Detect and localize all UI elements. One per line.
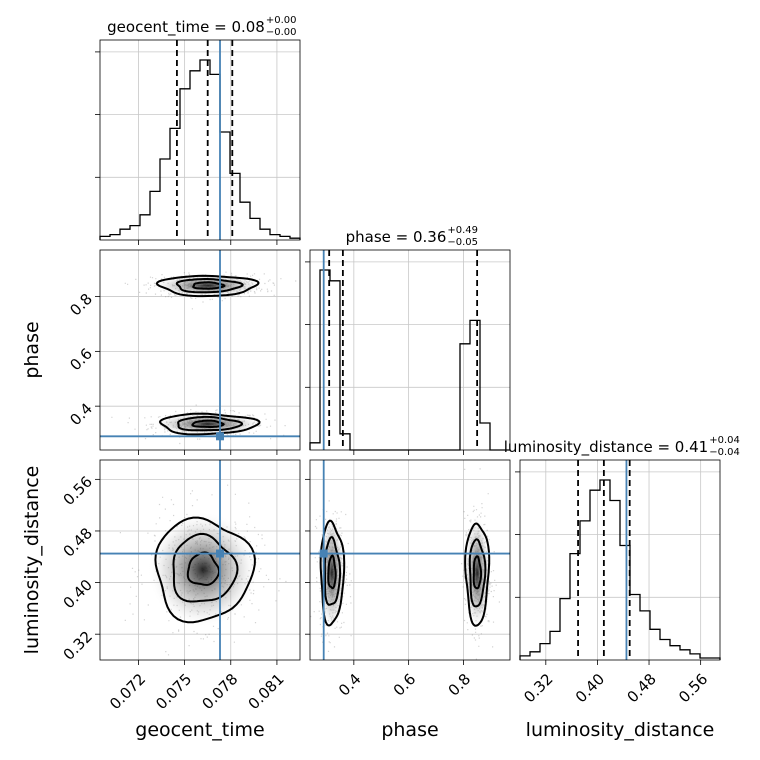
y-axis-label-phase: phase — [21, 321, 43, 378]
corner-plot: 0.072 0.075 0.078 0.081 0.4 0.6 0.8 0.32 0.40 0.4… — [0, 0, 760, 760]
panel-title-minus-luminosity_distance: −0.04 — [709, 447, 740, 458]
histogram-luminosity_distance — [520, 480, 720, 660]
xtick-label-geocent_time-0: 0.072 — [106, 670, 149, 713]
xtick-label-luminosity_distance-3: 0.56 — [675, 670, 711, 706]
panel-title-text-geocent_time: geocent_time = 0.08 — [107, 18, 265, 37]
x-axis-label-phase: phase — [381, 719, 438, 741]
panel-title-plus-luminosity_distance: +0.04 — [709, 435, 740, 446]
histogram-geocent_time — [100, 60, 300, 240]
truth-marker-phase-luminosity_distance — [320, 550, 328, 558]
xtick-label-geocent_time-3: 0.081 — [245, 670, 288, 713]
ytick-label-luminosity_distance-0: 0.32 — [60, 627, 96, 663]
xtick-label-geocent_time-1: 0.075 — [152, 670, 195, 713]
ytick-label-phase-2: 0.8 — [66, 290, 96, 320]
xtick-label-geocent_time-2: 0.078 — [198, 670, 241, 713]
xtick-label-luminosity_distance-2: 0.48 — [623, 670, 659, 706]
xtick-label-luminosity_distance-1: 0.40 — [572, 670, 608, 706]
panel-title-luminosity_distance: luminosity_distance = 0.41 +0.04−0.04 — [504, 435, 740, 458]
xtick-label-phase-1: 0.6 — [390, 670, 420, 700]
density-fill-geocent_time-phase-1 — [152, 274, 263, 297]
histogram-phase — [310, 270, 510, 450]
ytick-label-phase-0: 0.4 — [66, 399, 96, 429]
ytick-label-luminosity_distance-1: 0.40 — [60, 576, 96, 612]
x-axis-label-luminosity_distance: luminosity_distance — [526, 719, 715, 741]
ytick-label-phase-1: 0.6 — [66, 345, 96, 375]
panel-title-text-luminosity_distance: luminosity_distance = 0.41 — [504, 438, 708, 457]
panel-title-minus-geocent_time: −0.00 — [266, 27, 297, 38]
panel-frame-luminosity_distance-luminosity_distance — [520, 460, 720, 660]
x-axis-label-geocent_time: geocent_time — [135, 719, 264, 741]
panel-title-geocent_time: geocent_time = 0.08 +0.00−0.00 — [107, 15, 296, 38]
panel-title-plus-phase: +0.49 — [447, 225, 478, 236]
y-axis-label-luminosity_distance: luminosity_distance — [21, 466, 43, 655]
ytick-label-luminosity_distance-2: 0.48 — [60, 524, 96, 560]
truth-marker-geocent_time-phase — [216, 432, 224, 440]
panel-title-minus-phase: −0.05 — [447, 237, 478, 248]
truth-marker-geocent_time-luminosity_distance — [216, 550, 224, 558]
density-fill-phase-luminosity_distance-0 — [319, 515, 345, 631]
panel-title-plus-geocent_time: +0.00 — [266, 15, 297, 26]
density-fill-phase-luminosity_distance-1 — [464, 515, 490, 631]
panel-title-text-phase: phase = 0.36 — [346, 228, 447, 246]
panel-title-phase: phase = 0.36 +0.49−0.05 — [346, 225, 478, 248]
xtick-label-luminosity_distance-0: 0.32 — [520, 670, 556, 706]
ytick-label-luminosity_distance-3: 0.56 — [60, 473, 96, 509]
density-fill-geocent_time-luminosity_distance-0 — [148, 512, 259, 628]
xtick-label-phase-0: 0.4 — [335, 670, 365, 700]
xtick-label-phase-2: 0.8 — [445, 670, 475, 700]
